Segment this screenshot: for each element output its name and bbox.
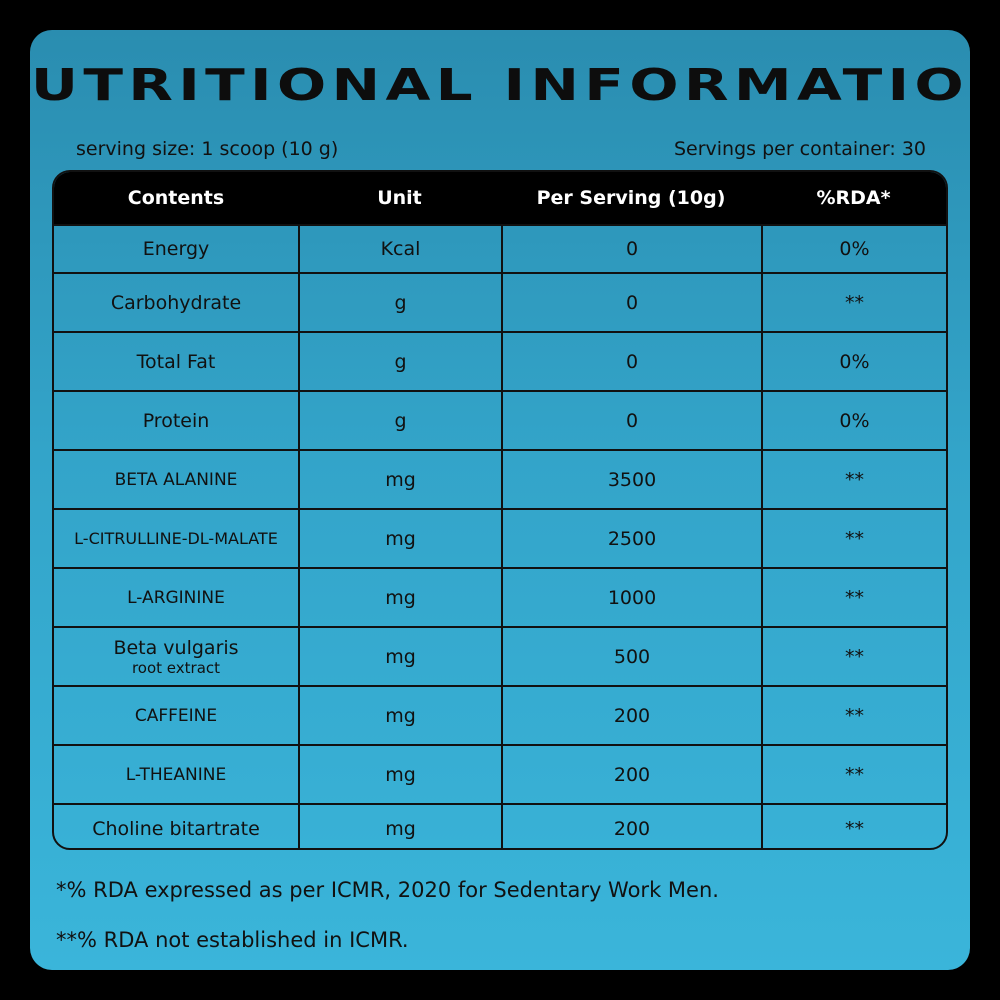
- table-header: Contents Unit Per Serving (10g) %RDA*: [54, 172, 946, 224]
- cell-rda: 0%: [761, 226, 946, 272]
- footnote-rda-not-established: **% RDA not established in ICMR.: [56, 928, 409, 952]
- table-row: BETA ALANINE mg 3500 **: [54, 449, 946, 508]
- table-row: L-THEANINE mg 200 **: [54, 744, 946, 803]
- cell-content: BETA ALANINE: [114, 469, 238, 490]
- cell-rda: **: [761, 805, 946, 848]
- cell-unit: mg: [298, 451, 501, 508]
- cell-per-serving: 0: [501, 392, 761, 449]
- table-row: Energy Kcal 0 0%: [54, 224, 946, 272]
- cell-content: Protein: [142, 409, 210, 432]
- header-rda: %RDA*: [816, 187, 891, 209]
- servings-per-container: Servings per container: 30: [673, 138, 926, 160]
- cell-per-serving: 200: [501, 687, 761, 744]
- cell-per-serving: 200: [501, 805, 761, 848]
- cell-content-multi: Beta vulgaris root extract: [54, 628, 298, 685]
- cell-unit: g: [298, 333, 501, 390]
- table-row: CAFFEINE mg 200 **: [54, 685, 946, 744]
- cell-per-serving: 0: [501, 226, 761, 272]
- cell-per-serving: 0: [501, 333, 761, 390]
- cell-content: Carbohydrate: [110, 291, 242, 314]
- cell-rda: **: [761, 510, 946, 567]
- header-unit: Unit: [377, 187, 422, 209]
- header-contents: Contents: [127, 187, 225, 209]
- cell-content: L-ARGININE: [127, 587, 225, 608]
- cell-rda: **: [761, 569, 946, 626]
- cell-unit: mg: [298, 628, 501, 685]
- table-row: Choline bitartrate mg 200 **: [54, 803, 946, 848]
- serving-size: serving size: 1 scoop (10 g): [76, 138, 339, 160]
- cell-unit: Kcal: [298, 226, 501, 272]
- cell-per-serving: 500: [501, 628, 761, 685]
- header-per-serving: Per Serving (10g): [536, 187, 726, 209]
- cell-rda: 0%: [761, 392, 946, 449]
- cell-unit: mg: [298, 687, 501, 744]
- cell-rda: **: [761, 746, 946, 803]
- table-row: L-ARGININE mg 1000 **: [54, 567, 946, 626]
- cell-rda: 0%: [761, 333, 946, 390]
- cell-per-serving: 2500: [501, 510, 761, 567]
- cell-per-serving: 200: [501, 746, 761, 803]
- cell-content: Energy: [142, 238, 210, 260]
- cell-content: CAFFEINE: [134, 705, 218, 726]
- cell-per-serving: 0: [501, 274, 761, 331]
- table-row: Beta vulgaris root extract mg 500 **: [54, 626, 946, 685]
- cell-rda: **: [761, 451, 946, 508]
- cell-per-serving: 1000: [501, 569, 761, 626]
- page-title: NUTRITIONAL INFORMATION: [30, 60, 970, 111]
- cell-content: L-CITRULLINE-DL-MALATE: [74, 529, 278, 548]
- table-row: L-CITRULLINE-DL-MALATE mg 2500 **: [54, 508, 946, 567]
- table-row: Carbohydrate g 0 **: [54, 272, 946, 331]
- cell-unit: mg: [298, 746, 501, 803]
- cell-content: L-THEANINE: [125, 764, 227, 785]
- cell-content-sub: root extract: [131, 658, 221, 677]
- cell-unit: mg: [298, 805, 501, 848]
- nutrition-table: Contents Unit Per Serving (10g) %RDA* En…: [52, 170, 948, 850]
- cell-unit: g: [298, 274, 501, 331]
- cell-content: Total Fat: [136, 350, 216, 373]
- cell-content: Choline bitartrate: [92, 817, 260, 840]
- footnote-rda: *% RDA expressed as per ICMR, 2020 for S…: [56, 878, 719, 902]
- cell-content-main: Beta vulgaris: [113, 636, 239, 659]
- cell-rda: **: [761, 687, 946, 744]
- cell-per-serving: 3500: [501, 451, 761, 508]
- cell-unit: mg: [298, 569, 501, 626]
- table-row: Protein g 0 0%: [54, 390, 946, 449]
- nutrition-card: NUTRITIONAL INFORMATION serving size: 1 …: [30, 30, 970, 970]
- table-row: Total Fat g 0 0%: [54, 331, 946, 390]
- cell-rda: **: [761, 274, 946, 331]
- cell-rda: **: [761, 628, 946, 685]
- cell-unit: mg: [298, 510, 501, 567]
- cell-unit: g: [298, 392, 501, 449]
